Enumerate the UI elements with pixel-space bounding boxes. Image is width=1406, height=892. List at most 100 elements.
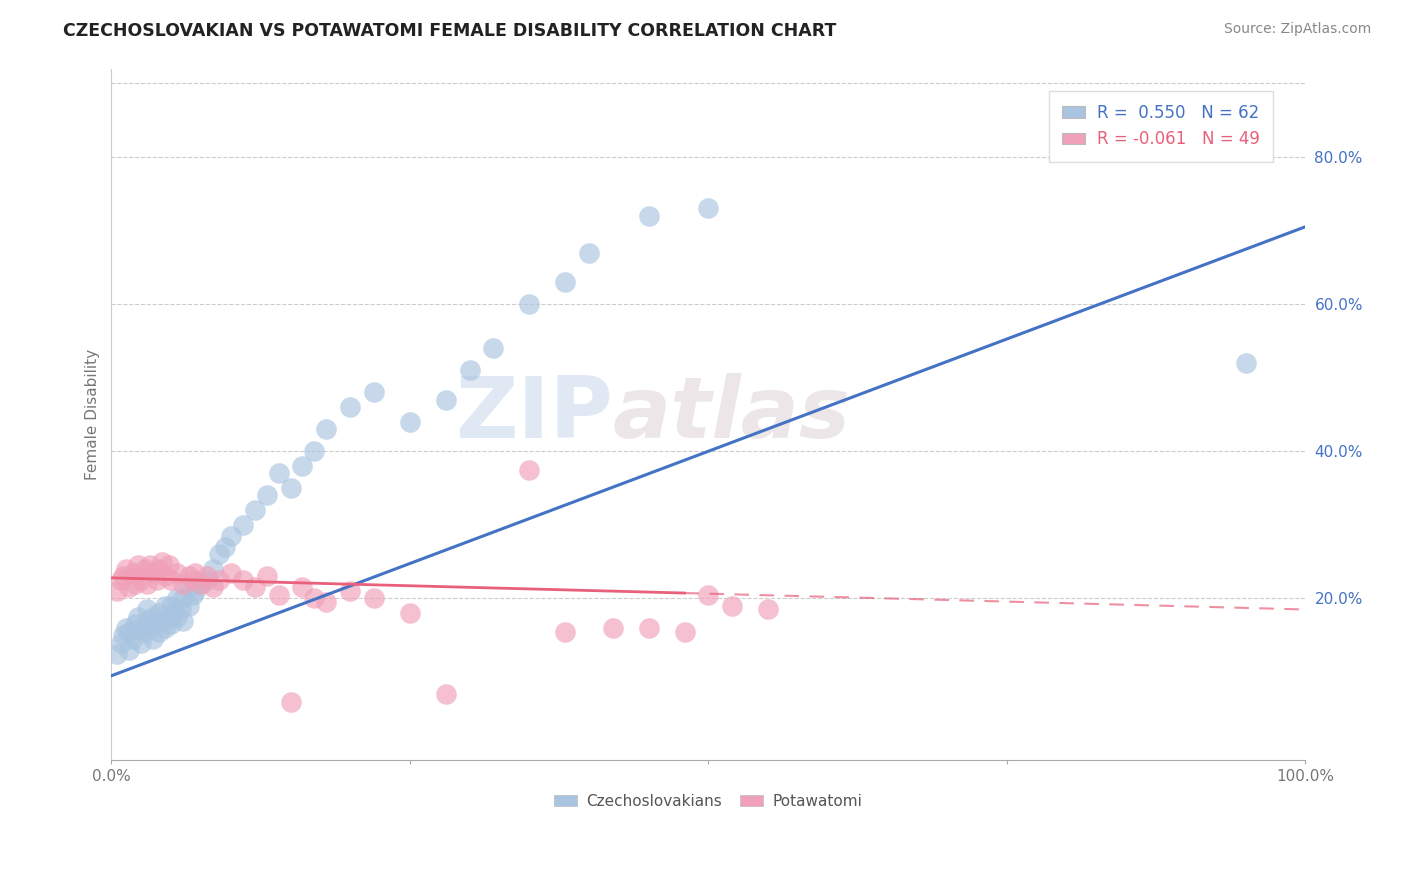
Point xyxy=(122,566,145,580)
Point xyxy=(134,562,156,576)
Point xyxy=(1234,356,1257,370)
Point xyxy=(602,621,624,635)
Text: ZIP: ZIP xyxy=(456,373,613,456)
Point xyxy=(118,624,141,639)
Point xyxy=(201,562,224,576)
Point xyxy=(129,621,152,635)
Point xyxy=(208,547,231,561)
Point xyxy=(208,573,231,587)
Point xyxy=(181,573,204,587)
Point xyxy=(153,621,176,635)
Point xyxy=(291,581,314,595)
Point xyxy=(482,341,505,355)
Point xyxy=(177,599,200,613)
Point xyxy=(112,628,135,642)
Point xyxy=(138,621,160,635)
Point xyxy=(578,245,600,260)
Text: Source: ZipAtlas.com: Source: ZipAtlas.com xyxy=(1223,22,1371,37)
Point xyxy=(339,584,361,599)
Point xyxy=(219,566,242,580)
Point xyxy=(129,635,152,649)
Point xyxy=(150,614,173,628)
Point xyxy=(172,614,194,628)
Point xyxy=(280,481,302,495)
Point xyxy=(162,606,184,620)
Point xyxy=(142,632,165,646)
Point xyxy=(554,275,576,289)
Point xyxy=(110,573,132,587)
Point xyxy=(136,576,159,591)
Text: atlas: atlas xyxy=(613,373,851,456)
Point xyxy=(190,576,212,591)
Point xyxy=(105,647,128,661)
Point xyxy=(363,591,385,606)
Point xyxy=(184,566,207,580)
Point xyxy=(195,573,218,587)
Point xyxy=(148,562,170,576)
Point xyxy=(146,617,169,632)
Y-axis label: Female Disability: Female Disability xyxy=(86,349,100,480)
Point xyxy=(127,558,149,573)
Point xyxy=(399,415,422,429)
Point xyxy=(124,576,146,591)
Point xyxy=(195,569,218,583)
Point xyxy=(118,643,141,657)
Point xyxy=(134,624,156,639)
Point xyxy=(136,614,159,628)
Point xyxy=(160,599,183,613)
Point xyxy=(434,392,457,407)
Point xyxy=(517,297,540,311)
Point xyxy=(114,562,136,576)
Point xyxy=(232,573,254,587)
Point xyxy=(291,458,314,473)
Point xyxy=(124,617,146,632)
Point xyxy=(232,517,254,532)
Point xyxy=(127,610,149,624)
Point xyxy=(363,385,385,400)
Point xyxy=(105,584,128,599)
Point xyxy=(637,209,659,223)
Point xyxy=(136,602,159,616)
Point xyxy=(304,444,326,458)
Point xyxy=(280,694,302,708)
Point xyxy=(243,581,266,595)
Legend: Czechoslovakians, Potawatomi: Czechoslovakians, Potawatomi xyxy=(548,788,869,815)
Point xyxy=(177,581,200,595)
Point xyxy=(214,540,236,554)
Point xyxy=(177,569,200,583)
Point xyxy=(148,624,170,639)
Point xyxy=(129,573,152,587)
Point xyxy=(219,529,242,543)
Point xyxy=(114,621,136,635)
Point xyxy=(256,488,278,502)
Text: CZECHOSLOVAKIAN VS POTAWATOMI FEMALE DISABILITY CORRELATION CHART: CZECHOSLOVAKIAN VS POTAWATOMI FEMALE DIS… xyxy=(63,22,837,40)
Point xyxy=(315,422,337,436)
Point xyxy=(146,573,169,587)
Point xyxy=(166,591,188,606)
Point xyxy=(172,576,194,591)
Point xyxy=(756,602,779,616)
Point xyxy=(181,588,204,602)
Point xyxy=(304,591,326,606)
Point xyxy=(169,602,191,616)
Point xyxy=(243,503,266,517)
Point xyxy=(153,599,176,613)
Point xyxy=(142,610,165,624)
Point xyxy=(157,610,180,624)
Point xyxy=(184,584,207,599)
Point xyxy=(153,569,176,583)
Point xyxy=(148,606,170,620)
Point xyxy=(458,363,481,377)
Point xyxy=(697,588,720,602)
Point xyxy=(112,569,135,583)
Point xyxy=(554,624,576,639)
Point xyxy=(267,588,290,602)
Point xyxy=(721,599,744,613)
Point xyxy=(150,555,173,569)
Point xyxy=(517,463,540,477)
Point xyxy=(256,569,278,583)
Point xyxy=(142,566,165,580)
Point xyxy=(157,558,180,573)
Point xyxy=(637,621,659,635)
Point xyxy=(697,202,720,216)
